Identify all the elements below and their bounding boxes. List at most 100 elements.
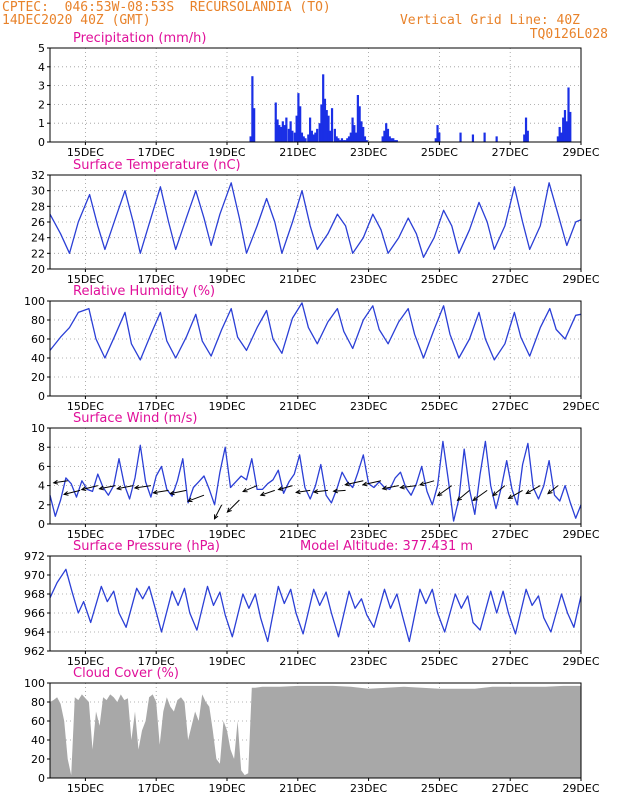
precip-bar — [291, 130, 294, 142]
precip-bar — [383, 130, 386, 142]
pressure-xtick-label: 27DEC — [492, 655, 529, 668]
wind-arrow — [333, 489, 346, 492]
cloud-ytick-label: 80 — [31, 696, 45, 709]
precip-bar — [297, 93, 300, 142]
wind-arrow — [400, 485, 417, 489]
precip-bar — [279, 126, 283, 142]
precip-bar — [365, 140, 368, 142]
pressure-xtick-label: 15DEC — [67, 655, 104, 668]
rh-panel: Relative Humidity (%) 0 20 40 60 80 100 15DEC 17… — [24, 284, 600, 413]
precip-bar — [333, 128, 336, 142]
precip-xtick-label: 19DEC — [208, 146, 245, 159]
cloud-ytick-label: 40 — [31, 734, 45, 747]
pressure-ytick-label: 972 — [24, 550, 45, 563]
wind-xtick-label: 21DEC — [279, 528, 316, 541]
cloud-ytick-label: 0 — [38, 772, 45, 785]
temp-ytick-label: 22 — [31, 247, 45, 260]
precip-bar — [289, 121, 292, 142]
chart-header: CPTEC: 046:53W-08:53S RECURSOLANDIA (TO)… — [0, 0, 618, 46]
wind-ytick-label: 4 — [38, 480, 45, 493]
precip-title: Precipitation (mm/h) — [73, 31, 206, 46]
precip-bar — [434, 138, 437, 142]
grid-note: Vertical Grid Line: 40Z — [399, 13, 580, 28]
wind-arrow-head — [418, 481, 425, 487]
wind-arrow — [472, 489, 488, 501]
wind-ytick-label: 6 — [38, 460, 45, 473]
temp-xtick-label: 15DEC — [67, 273, 104, 286]
precip-bar — [318, 123, 321, 142]
pressure-ytick-label: 962 — [24, 645, 45, 658]
wind-arrow — [296, 489, 311, 493]
precip-bar — [329, 130, 332, 142]
precip-bar — [392, 138, 395, 142]
precip-bar — [308, 117, 312, 142]
pressure-xtick-label: 23DEC — [350, 655, 387, 668]
precip-xtick-label: 17DEC — [138, 146, 175, 159]
temp-xtick-label: 19DEC — [208, 273, 245, 286]
wind-arrow-head — [80, 486, 87, 492]
wind-title: Surface Wind (m/s) — [73, 411, 197, 426]
precip-bar — [353, 125, 356, 142]
precip-bar — [295, 115, 298, 142]
precip-bar — [524, 117, 528, 142]
precip-bar — [325, 110, 328, 142]
precip-bar — [278, 125, 281, 142]
rh-title: Relative Humidity (%) — [73, 284, 215, 299]
wind-arrow-head — [361, 481, 368, 487]
pressure-ytick-label: 964 — [24, 626, 45, 639]
precip-bar — [395, 140, 398, 142]
precip-bar — [347, 136, 351, 142]
precip-bar — [526, 130, 529, 142]
cloud-xtick-label: 25DEC — [421, 782, 458, 795]
precip-bar — [390, 138, 393, 142]
wind-arrow — [227, 499, 240, 513]
pressure-frame — [49, 555, 582, 652]
wind-arrow-head — [547, 489, 553, 495]
precip-panel: Precipitation (mm/h) 0 1 2 3 4 5 15DEC 17DEC 19DE… — [38, 31, 600, 159]
precip-bar — [386, 128, 390, 142]
precip-bar — [565, 121, 568, 142]
temp-xtick-label: 25DEC — [421, 273, 458, 286]
wind-arrow-head — [456, 496, 462, 502]
precip-bar — [385, 123, 388, 142]
pressure-series-line — [49, 568, 582, 643]
temp-ytick-label: 30 — [31, 185, 45, 198]
precip-bar — [283, 125, 286, 142]
temp-title: Surface Temperature (nC) — [73, 158, 241, 173]
temp-xtick-label: 17DEC — [138, 273, 175, 286]
rh-xtick-label: 23DEC — [350, 400, 387, 413]
temp-xtick-label: 21DEC — [279, 273, 316, 286]
wind-xtick-label: 27DEC — [492, 528, 529, 541]
wind-arrow — [134, 485, 151, 489]
pressure-ytick-label: 966 — [24, 607, 45, 620]
wind-arrow-head — [492, 491, 498, 497]
wind-arrow — [492, 485, 506, 496]
precip-xtick-label: 29DEC — [562, 146, 599, 159]
wind-arrow-head — [169, 490, 175, 496]
temp-xtick-label: 23DEC — [350, 273, 387, 286]
cloud-xtick-label: 15DEC — [67, 782, 104, 795]
precip-ytick-label: 0 — [38, 136, 45, 149]
wind-arrow — [278, 485, 293, 491]
wind-arrow-head — [242, 487, 248, 493]
precip-bar — [320, 104, 323, 142]
rh-ytick-label: 40 — [31, 352, 45, 365]
wind-ytick-label: 0 — [38, 518, 45, 531]
wind-arrow-head — [277, 486, 284, 491]
cloud-xtick-label: 21DEC — [279, 782, 316, 795]
precip-bar — [560, 132, 563, 142]
precip-bar — [330, 108, 334, 142]
temp-series-line — [49, 182, 582, 258]
wind-xtick-label: 25DEC — [421, 528, 458, 541]
precip-bar — [327, 115, 330, 142]
temp-xtick-label: 29DEC — [562, 273, 599, 286]
rh-ytick-label: 20 — [31, 371, 45, 384]
wind-arrow-head — [98, 485, 104, 491]
temp-frame — [49, 174, 582, 270]
wind-frame — [49, 427, 582, 525]
precip-bar — [299, 106, 302, 142]
precip-bar — [344, 140, 347, 142]
precip-bar — [563, 110, 567, 142]
rh-xtick-label: 17DEC — [138, 400, 175, 413]
